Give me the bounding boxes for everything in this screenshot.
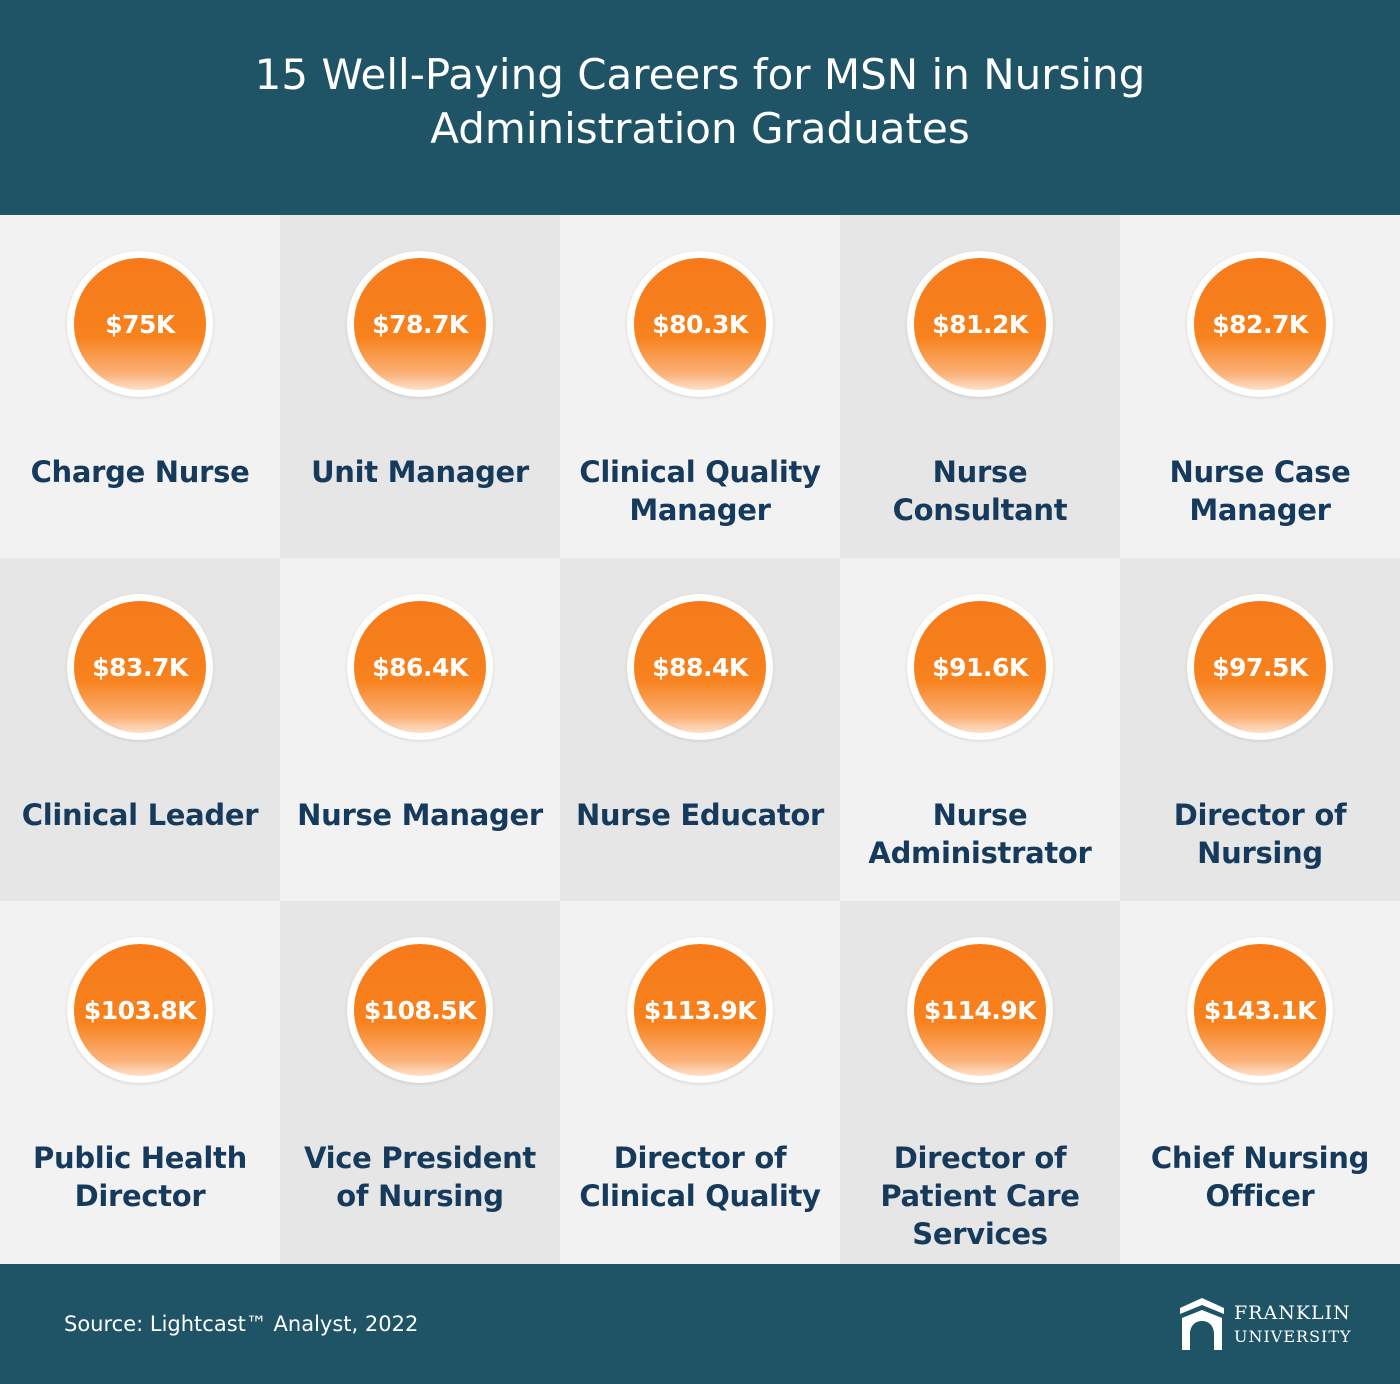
career-card: $97.5K Director of Nursing [1120,558,1400,901]
career-card: $75K Charge Nurse [0,215,280,558]
salary-value: $97.5K [1212,652,1308,682]
salary-value: $75K [105,309,175,339]
career-card: $88.4K Nurse Educator [560,558,840,901]
job-title: Nurse Case Manager [1169,455,1351,527]
career-card: $108.5K Vice President of Nursing [280,901,560,1264]
salary-badge: $78.7K [347,251,493,397]
career-card: $81.2K Nurse Consultant [840,215,1120,558]
job-title: Public Health Director [33,1141,247,1213]
header: 15 Well-Paying Careers for MSN in Nursin… [0,0,1400,215]
job-title: Unit Manager [311,455,529,489]
job-title: Nurse Administrator [868,798,1092,870]
salary-badge: $114.9K [907,937,1053,1083]
job-title: Nurse Consultant [892,455,1068,527]
job-title: Charge Nurse [30,455,250,489]
career-card: $103.8K Public Health Director [0,901,280,1264]
source-note: Source: Lightcast™ Analyst, 2022 [64,1312,419,1336]
salary-badge: $91.6K [907,594,1053,740]
career-card: $82.7K Nurse Case Manager [1120,215,1400,558]
salary-badge: $108.5K [347,937,493,1083]
salary-badge: $86.4K [347,594,493,740]
career-card: $80.3K Clinical Quality Manager [560,215,840,558]
salary-badge: $83.7K [67,594,213,740]
career-card: $78.7K Unit Manager [280,215,560,558]
salary-badge: $80.3K [627,251,773,397]
job-title: Nurse Manager [297,798,543,832]
salary-badge: $103.8K [67,937,213,1083]
salary-value: $88.4K [652,652,748,682]
career-card: $83.7K Clinical Leader [0,558,280,901]
building-arch-icon [1180,1298,1224,1350]
salary-value: $143.1K [1203,995,1317,1025]
job-title: Clinical Quality Manager [579,455,821,527]
salary-value: $82.7K [1212,309,1308,339]
salary-value: $80.3K [652,309,748,339]
salary-badge: $82.7K [1187,251,1333,397]
career-card: $143.1K Chief Nursing Officer [1120,901,1400,1264]
franklin-university-logo: FRANKLIN UNIVERSITY [1176,1294,1361,1350]
salary-badge: $143.1K [1187,937,1333,1083]
job-title: Director of Patient Care Services [880,1141,1080,1251]
salary-value: $83.7K [92,652,188,682]
salary-badge: $97.5K [1187,594,1333,740]
salary-badge: $81.2K [907,251,1053,397]
job-title: Vice President of Nursing [304,1141,536,1213]
salary-value: $81.2K [932,309,1028,339]
salary-value: $78.7K [372,309,468,339]
page-title: 15 Well-Paying Careers for MSN in Nursin… [254,49,1146,153]
salary-value: $91.6K [932,652,1028,682]
salary-value: $113.9K [643,995,757,1025]
job-title: Nurse Educator [575,798,825,832]
salary-value: $114.9K [923,995,1037,1025]
logo-text-franklin: FRANKLIN [1234,1302,1351,1324]
career-grid: $75K Charge Nurse $78.7K Unit Manager $8… [0,215,1400,1264]
salary-badge: $75K [67,251,213,397]
salary-badge: $88.4K [627,594,773,740]
salary-value: $108.5K [363,995,477,1025]
salary-value: $86.4K [372,652,468,682]
salary-badge: $113.9K [627,937,773,1083]
logo-text-university: UNIVERSITY [1234,1327,1352,1346]
job-title: Chief Nursing Officer [1150,1141,1370,1213]
footer: Source: Lightcast™ Analyst, 2022 FRANKLI… [0,1264,1400,1384]
career-card: $114.9K Director of Patient Care Service… [840,901,1120,1264]
job-title: Clinical Leader [21,798,259,832]
career-card: $86.4K Nurse Manager [280,558,560,901]
career-card: $91.6K Nurse Administrator [840,558,1120,901]
career-card: $113.9K Director of Clinical Quality [560,901,840,1264]
job-title: Director of Clinical Quality [579,1141,821,1213]
salary-value: $103.8K [83,995,197,1025]
job-title: Director of Nursing [1173,798,1347,870]
